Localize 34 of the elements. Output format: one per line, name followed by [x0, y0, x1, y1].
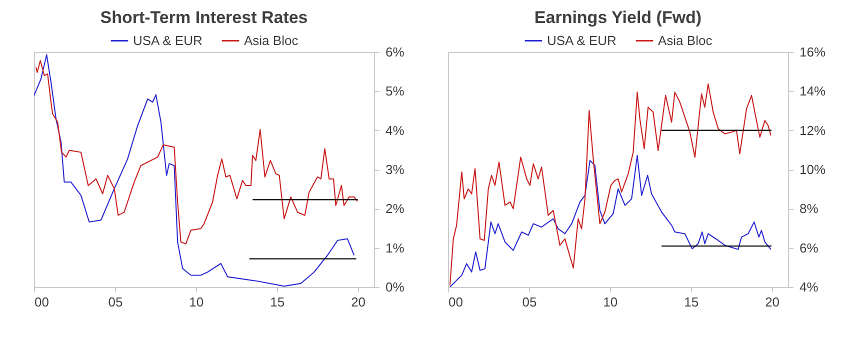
- x-tick-label: 00: [448, 294, 463, 310]
- x-tick-label: 00: [34, 294, 49, 310]
- x-tick-label: 15: [270, 294, 285, 310]
- x-tick-label: 10: [603, 294, 618, 310]
- y-tick-label: 4%: [386, 122, 405, 138]
- y-tick-label: 16%: [800, 44, 826, 60]
- legend-label: USA & EUR: [547, 32, 616, 48]
- y-tick-label: 14%: [800, 84, 826, 99]
- x-tick-label: 05: [522, 294, 537, 310]
- y-tick-label: 3%: [386, 162, 405, 177]
- line-series: [449, 154, 772, 287]
- y-tick-label: 5%: [386, 84, 405, 99]
- line-series: [449, 83, 772, 286]
- line-series: [35, 60, 358, 244]
- chart-title: Earnings Yield (Fwd): [534, 8, 702, 27]
- y-tick-label: 6%: [386, 44, 405, 60]
- legend-label: USA & EUR: [133, 32, 202, 48]
- y-tick-label: 10%: [800, 162, 826, 177]
- x-tick-label: 10: [189, 294, 204, 310]
- y-tick-label: 4%: [800, 280, 819, 294]
- legend-label: Asia Bloc: [244, 32, 299, 48]
- y-tick-label: 12%: [800, 122, 826, 138]
- y-tick-label: 8%: [800, 201, 819, 216]
- x-tick-label: 20: [765, 294, 780, 310]
- line-series: [34, 54, 355, 287]
- x-tick-label: 15: [684, 294, 699, 310]
- x-tick-label: 20: [351, 294, 366, 310]
- y-tick-label: 0%: [386, 280, 405, 294]
- chart-title: Short-Term Interest Rates: [100, 8, 308, 27]
- x-tick-label: 05: [108, 294, 123, 310]
- y-tick-label: 6%: [800, 240, 819, 256]
- legend-label: Asia Bloc: [658, 32, 713, 48]
- y-tick-label: 2%: [386, 201, 405, 216]
- y-tick-label: 1%: [386, 240, 405, 256]
